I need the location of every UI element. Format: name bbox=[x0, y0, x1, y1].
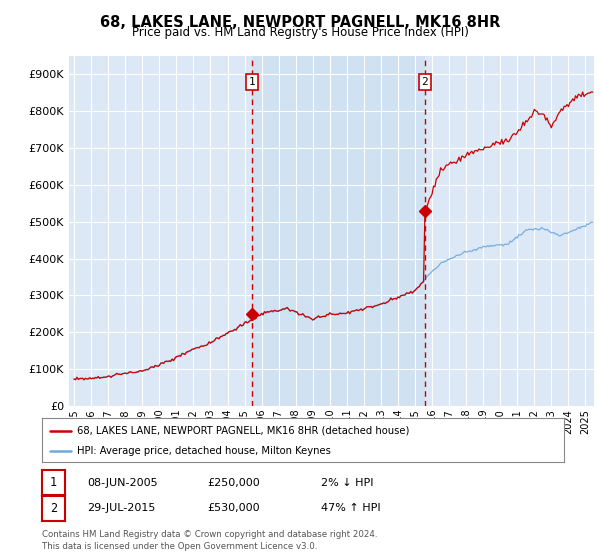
Text: Contains HM Land Registry data © Crown copyright and database right 2024.
This d: Contains HM Land Registry data © Crown c… bbox=[42, 530, 377, 550]
Text: 47% ↑ HPI: 47% ↑ HPI bbox=[321, 503, 380, 514]
Text: 68, LAKES LANE, NEWPORT PAGNELL, MK16 8HR (detached house): 68, LAKES LANE, NEWPORT PAGNELL, MK16 8H… bbox=[77, 426, 410, 436]
Text: 2: 2 bbox=[50, 502, 57, 515]
Text: £250,000: £250,000 bbox=[207, 478, 260, 488]
Text: 29-JUL-2015: 29-JUL-2015 bbox=[87, 503, 155, 514]
Text: 68, LAKES LANE, NEWPORT PAGNELL, MK16 8HR: 68, LAKES LANE, NEWPORT PAGNELL, MK16 8H… bbox=[100, 15, 500, 30]
Text: HPI: Average price, detached house, Milton Keynes: HPI: Average price, detached house, Milt… bbox=[77, 446, 331, 456]
Text: 2: 2 bbox=[422, 77, 428, 87]
Text: 1: 1 bbox=[50, 476, 57, 489]
Text: £530,000: £530,000 bbox=[207, 503, 260, 514]
Text: 2% ↓ HPI: 2% ↓ HPI bbox=[321, 478, 373, 488]
Text: 1: 1 bbox=[248, 77, 256, 87]
Bar bbox=[252, 56, 425, 406]
Text: Price paid vs. HM Land Registry's House Price Index (HPI): Price paid vs. HM Land Registry's House … bbox=[131, 26, 469, 39]
Text: 08-JUN-2005: 08-JUN-2005 bbox=[87, 478, 158, 488]
